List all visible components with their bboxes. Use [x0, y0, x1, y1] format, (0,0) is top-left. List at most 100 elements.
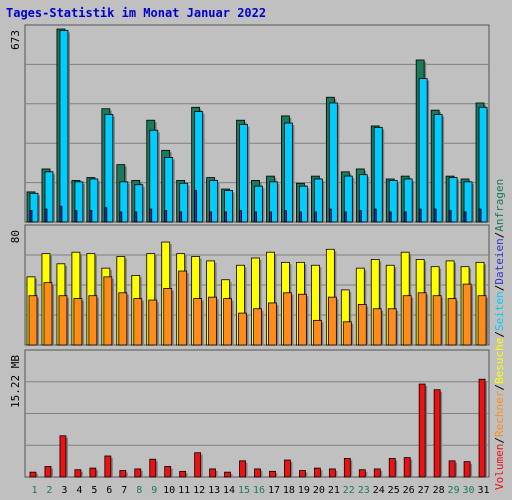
x-tick-label-day-26: 26 — [403, 485, 415, 496]
bar-volumen-day-23 — [358, 469, 366, 478]
bar-rechner-day-7 — [118, 292, 128, 346]
y-axis-max-label: 15.22 MB — [9, 355, 22, 408]
bar-seiten-day-27 — [418, 208, 422, 223]
legend-entry: Anfragen — [493, 179, 506, 232]
bar-dateien-day-16 — [254, 185, 263, 223]
bar-dateien-day-31 — [478, 106, 488, 223]
bar-volumen-day-7 — [119, 470, 127, 478]
bar-volumen-day-21 — [328, 468, 336, 478]
bar-volumen-day-17 — [269, 470, 276, 478]
bar-dateien-day-30 — [463, 181, 473, 223]
x-tick-label-day-13: 13 — [208, 485, 220, 496]
bar-seiten-day-11 — [179, 211, 183, 223]
x-tick-label-day-8: 8 — [136, 485, 142, 496]
bar-seiten-day-7 — [119, 211, 123, 223]
bar-rechner-day-5 — [88, 295, 98, 346]
bar-dateien-day-18 — [284, 122, 293, 223]
bar-rechner-day-3 — [58, 295, 68, 346]
bar-rechner-day-23 — [357, 303, 367, 346]
bar-rechner-day-10 — [163, 288, 173, 346]
bar-rechner-day-17 — [268, 302, 277, 346]
bar-seiten-day-1 — [29, 210, 33, 223]
bar-volumen-day-3 — [59, 435, 67, 478]
bar-rechner-day-1 — [28, 295, 38, 346]
legend-entry: Volumen — [493, 444, 506, 490]
bar-rechner-day-12 — [193, 298, 203, 346]
bar-rechner-day-11 — [178, 270, 188, 346]
bar-seiten-day-13 — [209, 211, 213, 223]
bar-dateien-day-8 — [134, 184, 144, 223]
bar-volumen-day-25 — [388, 458, 396, 478]
x-tick-label-day-18: 18 — [283, 485, 295, 496]
bar-rechner-day-25 — [387, 308, 397, 346]
x-tick-label-day-21: 21 — [328, 485, 340, 496]
bar-seiten-day-22 — [343, 211, 347, 223]
x-tick-label-day-3: 3 — [61, 485, 67, 496]
bar-volumen-day-6 — [104, 455, 112, 478]
legend-entry: / — [493, 384, 506, 391]
legend-entry: Rechner — [493, 390, 506, 437]
bar-seiten-day-15 — [239, 210, 242, 223]
bar-seiten-day-12 — [194, 190, 198, 223]
bar-volumen-day-8 — [134, 468, 142, 478]
bar-seiten-day-4 — [74, 210, 78, 223]
x-tick-label-day-12: 12 — [193, 485, 205, 496]
bar-volumen-day-10 — [164, 466, 172, 478]
bar-rechner-day-14 — [223, 298, 232, 346]
bar-dateien-day-19 — [299, 185, 308, 223]
legend-entry: Seiten — [493, 291, 506, 331]
bar-rechner-day-4 — [73, 298, 83, 346]
chart-title: Tages-Statistik im Monat Januar 2022 — [6, 6, 266, 20]
bar-dateien-day-21 — [328, 102, 338, 223]
bar-volumen-day-19 — [299, 470, 306, 478]
bar-volumen-day-16 — [254, 468, 261, 478]
bar-seiten-day-26 — [403, 211, 407, 223]
bar-dateien-day-23 — [358, 174, 368, 223]
bar-seiten-day-25 — [388, 211, 392, 223]
legend-entry: / — [493, 331, 506, 338]
bar-seiten-day-6 — [104, 207, 108, 223]
bar-rechner-day-2 — [43, 282, 53, 346]
bar-volumen-day-5 — [89, 467, 97, 478]
bar-volumen-day-12 — [194, 452, 202, 478]
bar-rechner-day-27 — [417, 292, 427, 346]
bar-dateien-day-26 — [403, 178, 413, 223]
bar-seiten-day-9 — [149, 208, 153, 223]
bar-seiten-day-20 — [313, 211, 317, 223]
bar-dateien-day-24 — [373, 126, 383, 223]
bar-seiten-day-2 — [44, 208, 48, 223]
legend-entry: / — [493, 285, 506, 292]
bar-dateien-day-2 — [44, 171, 54, 223]
bar-volumen-day-2 — [44, 466, 52, 478]
bar-rechner-day-21 — [327, 296, 337, 346]
bar-rechner-day-13 — [208, 296, 218, 346]
bar-rechner-day-31 — [477, 295, 487, 346]
bar-rechner-day-6 — [103, 276, 113, 346]
x-tick-label-day-17: 17 — [268, 485, 280, 496]
bar-dateien-day-25 — [388, 180, 398, 223]
bar-rechner-day-29 — [447, 298, 457, 346]
bar-volumen-day-4 — [74, 469, 82, 478]
x-tick-label-day-31: 31 — [477, 485, 489, 496]
bar-rechner-day-24 — [372, 308, 382, 346]
y-axis-max-label: 80 — [9, 230, 22, 243]
x-tick-label-day-16: 16 — [253, 485, 265, 496]
bar-dateien-day-11 — [179, 182, 189, 223]
bar-seiten-day-21 — [328, 208, 332, 223]
bar-seiten-day-30 — [463, 211, 467, 223]
bar-volumen-day-20 — [313, 467, 321, 478]
legend-entry: / — [493, 232, 506, 239]
bar-seiten-day-29 — [448, 210, 452, 223]
bar-dateien-day-7 — [119, 181, 129, 223]
bar-dateien-day-6 — [104, 114, 114, 223]
bar-dateien-day-12 — [194, 111, 204, 223]
x-tick-label-day-19: 19 — [298, 485, 310, 496]
bar-seiten-day-16 — [254, 211, 257, 223]
bar-rechner-day-8 — [133, 298, 143, 346]
x-tick-label-day-25: 25 — [388, 485, 400, 496]
x-tick-label-day-2: 2 — [46, 485, 52, 496]
bar-dateien-day-15 — [239, 124, 248, 223]
bar-seiten-day-19 — [299, 211, 302, 223]
x-tick-label-day-15: 15 — [238, 485, 250, 496]
